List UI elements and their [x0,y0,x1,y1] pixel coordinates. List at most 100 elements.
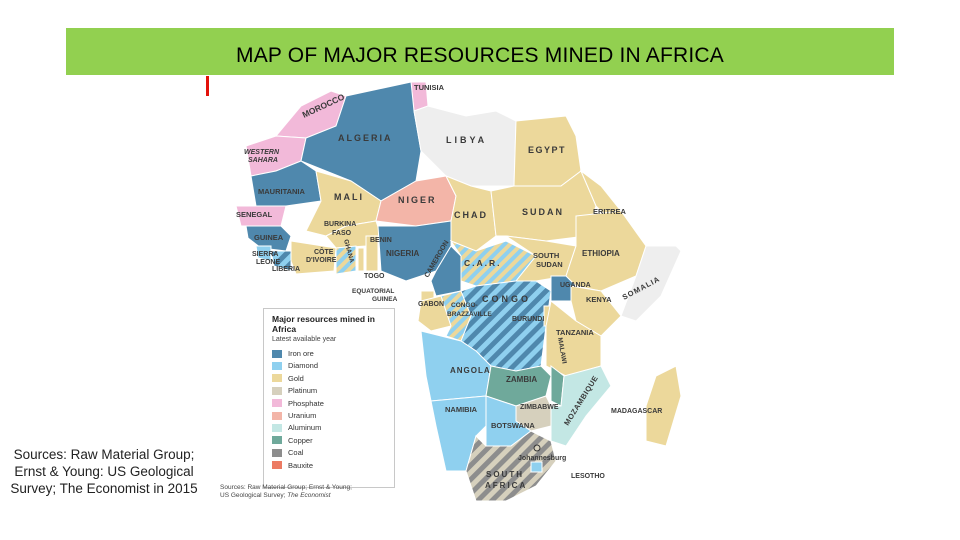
legend-label: Aluminum [288,423,322,433]
legend-label: Diamond [288,361,319,371]
page-title: MAP OF MAJOR RESOURCES MINED IN AFRICA [236,44,724,67]
label-zambia: ZAMBIA [506,375,537,384]
legend-swatch [272,386,282,395]
label-algeria: ALGERIA [338,133,393,143]
label-sierra-leone-2: LEONE [256,259,280,266]
country-sierra-leone [255,245,272,262]
legend-item: Uranium [272,410,316,421]
label-botswana: BOTSWANA [491,421,535,430]
map-sources: Sources: Raw Material Group; Ernst & You… [220,484,352,500]
label-johannesburg: Johannesburg [518,455,566,462]
label-western-sahara-1: WESTERN [244,149,280,156]
country-somalia [620,245,682,322]
legend-item: Iron ore [272,348,314,359]
label-western-sahara-2: SAHARA [248,157,278,164]
label-south-sudan-2: SUDAN [536,260,563,269]
label-benin: BENIN [370,237,392,244]
label-sudan: SUDAN [522,207,564,217]
legend-item: Diamond [272,360,318,371]
label-liberia: LIBERIA [272,266,300,273]
legend-label: Coal [288,448,304,458]
label-south-africa-2: AFRICA [485,481,527,490]
label-uganda: UGANDA [560,282,591,289]
legend-label: Gold [288,373,304,383]
legend-label: Uranium [288,411,317,420]
label-libya: LIBYA [446,135,487,145]
label-kenya: KENYA [586,295,612,304]
legend-label: Copper [288,435,313,445]
legend-swatch [272,399,282,408]
label-sierra-leone-1: SIERRA [252,251,278,258]
legend-swatch [272,461,282,470]
map-sources-line1: Sources: Raw Material Group; Ernst & You… [220,484,352,491]
map-sources-economist: The Economist [287,492,331,499]
label-south-sudan-1: SOUTH [533,251,559,260]
label-guinea: GUINEA [254,233,284,242]
label-gabon: GABON [418,301,444,308]
legend-item: Platinum [272,385,317,396]
country-ghana [335,245,357,275]
country-mozambique [550,365,612,447]
legend-swatch [272,411,282,420]
label-congo: CONGO [482,294,531,304]
legend-item: Aluminum [272,422,321,433]
country-benin [365,235,379,272]
map-canvas: MOROCCO TUNISIA WESTERN SAHARA ALGERIA L… [206,76,730,512]
label-congo-braz-1: CONGO- [451,302,478,309]
legend-swatch [272,374,282,383]
legend-label: Phosphate [288,398,324,408]
label-ethiopia: ETHIOPIA [582,249,620,258]
label-niger: NIGER [398,195,437,205]
country-madagascar [645,365,682,447]
label-eritrea: ERITREA [593,207,627,216]
label-senegal: SENEGAL [236,210,273,219]
legend-label: Iron ore [288,349,314,358]
label-angola: ANGOLA [450,366,491,375]
label-zimbabwe: ZIMBABWE [520,404,559,411]
label-burkina-1: BURKINA [324,221,356,228]
country-liberia [270,250,292,272]
legend-title: Major resources mined in Africa [272,314,375,334]
country-south-africa [465,430,557,502]
legend-swatch [272,423,282,432]
label-namibia: NAMIBIA [445,405,478,414]
country-togo [357,247,365,272]
label-mali: MALI [334,192,364,202]
label-togo: TOGO [364,273,385,280]
label-egypt: EGYPT [528,145,566,155]
country-cote-divoire [290,240,337,275]
legend-subtitle: Latest available year [272,336,337,343]
label-mauritania: MAURITANIA [258,187,306,196]
label-congo-braz-2: BRAZZAVILLE [447,311,492,318]
legend-item: Bauxite [272,460,313,471]
legend-item: Coal [272,447,303,458]
legend-item: Gold [272,373,304,384]
country-gabon [417,295,452,332]
label-madagascar: MADAGASCAR [611,408,662,415]
country-lesotho [530,461,543,473]
title-banner: MAP OF MAJOR RESOURCES MINED IN AFRICA [66,28,894,75]
legend-item: Copper [272,435,313,446]
label-cote-2: D'IVOIRE [306,257,337,264]
label-eq-guinea-1: EQUATORIAL [352,288,394,295]
legend-swatch [272,349,282,358]
label-nigeria: NIGERIA [386,249,420,258]
label-lesotho: LESOTHO [571,473,605,480]
label-cote-1: CÔTE [314,247,334,256]
map-legend: Major resources mined in Africa Latest a… [263,308,395,488]
label-chad: CHAD [454,210,488,220]
label-tunisia: TUNISIA [414,83,445,92]
label-eq-guinea-2: GUINEA [372,296,398,303]
legend-swatch [272,436,282,445]
label-burkina-2: FASO [332,230,352,237]
johannesburg-marker [533,444,541,452]
legend-swatch [272,361,282,370]
legend-label: Platinum [288,386,318,396]
africa-map: MOROCCO TUNISIA WESTERN SAHARA ALGERIA L… [206,76,730,512]
legend-label: Bauxite [288,460,314,470]
label-car: C.A.R. [464,258,502,268]
legend-item: Phosphate [272,398,324,409]
map-accent-bar [206,76,209,96]
label-malawi: MALAWI [556,337,568,364]
label-burundi: BURUNDI [512,316,544,323]
